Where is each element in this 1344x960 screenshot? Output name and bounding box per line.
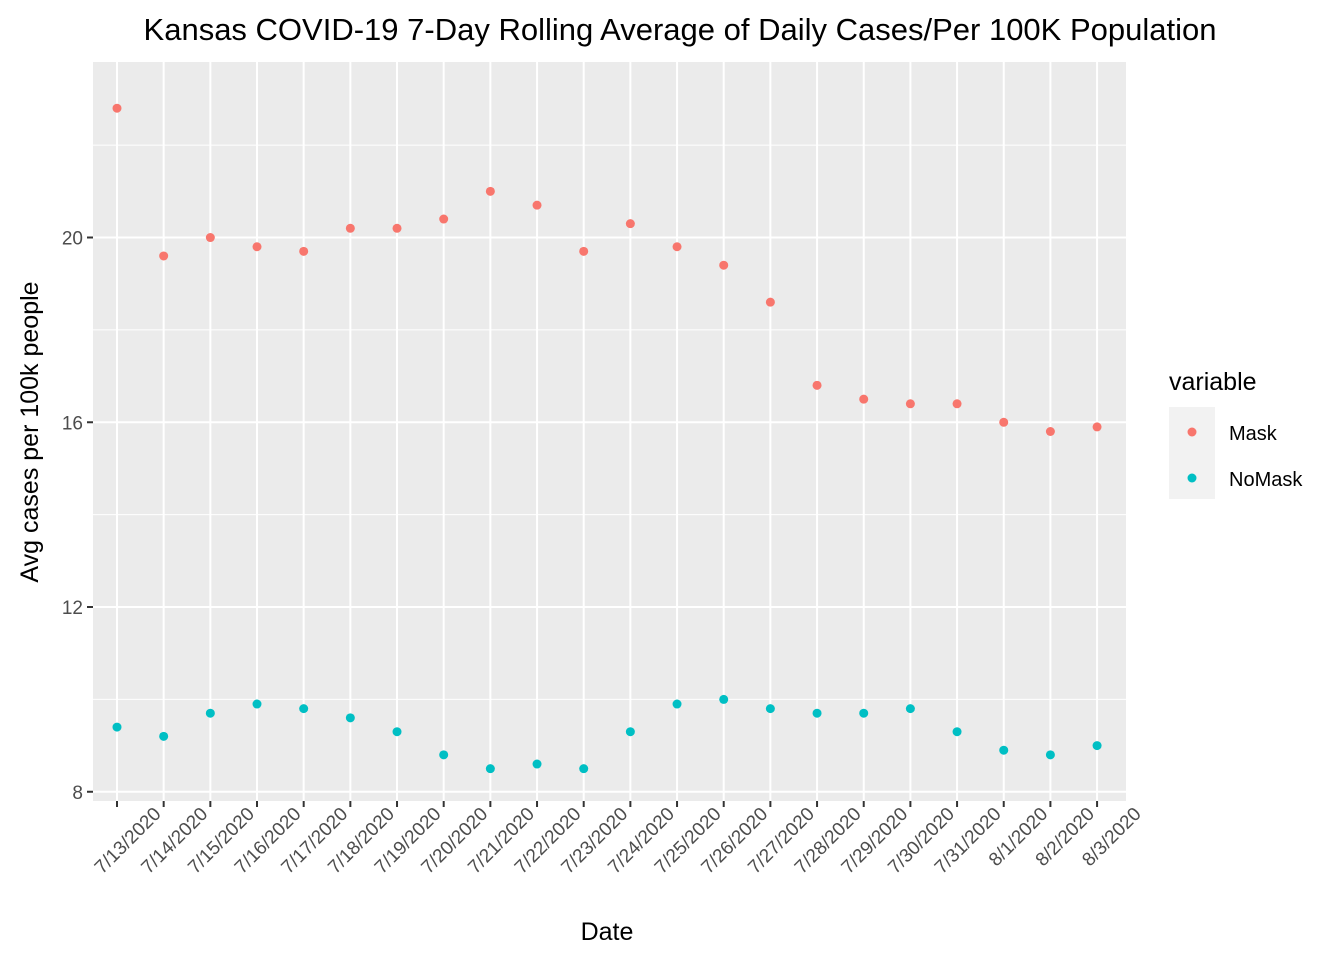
data-point-nomask bbox=[719, 694, 729, 704]
data-point-mask bbox=[579, 246, 589, 256]
legend-label-mask: Mask bbox=[1229, 423, 1278, 445]
data-point-nomask bbox=[999, 745, 1009, 755]
data-point-nomask bbox=[159, 731, 169, 741]
data-point-nomask bbox=[532, 759, 542, 769]
data-point-mask bbox=[252, 242, 262, 252]
x-axis: 7/13/20207/14/20207/15/20207/16/20207/17… bbox=[91, 801, 1146, 878]
x-axis-title: Date bbox=[581, 918, 634, 946]
minor-gridlines bbox=[93, 144, 1126, 700]
data-point-nomask bbox=[952, 727, 962, 737]
legend-key-background bbox=[1169, 407, 1215, 499]
plot-panel bbox=[93, 62, 1126, 801]
data-point-nomask bbox=[625, 727, 635, 737]
data-point-mask bbox=[112, 103, 122, 113]
major-gridlines bbox=[93, 62, 1126, 801]
data-point-mask bbox=[345, 223, 355, 233]
data-point-mask bbox=[672, 242, 682, 252]
data-point-mask bbox=[532, 200, 542, 210]
data-point-nomask bbox=[299, 704, 309, 714]
data-point-nomask bbox=[112, 722, 122, 732]
legend-title: variable bbox=[1169, 368, 1257, 396]
data-point-mask bbox=[952, 399, 962, 409]
data-point-nomask bbox=[252, 699, 262, 709]
data-point-nomask bbox=[812, 708, 822, 718]
data-point-mask bbox=[999, 417, 1009, 427]
data-point-nomask bbox=[905, 704, 915, 714]
data-point-mask bbox=[439, 214, 449, 224]
y-tick-label: 8 bbox=[72, 783, 83, 804]
data-point-nomask bbox=[1045, 750, 1055, 760]
chart-title: Kansas COVID-19 7-Day Rolling Average of… bbox=[144, 12, 1217, 47]
data-point-mask bbox=[159, 251, 169, 261]
legend-label-nomask: NoMask bbox=[1229, 469, 1303, 491]
data-points bbox=[112, 103, 1102, 774]
y-tick-label: 16 bbox=[62, 413, 83, 434]
data-point-mask bbox=[1045, 427, 1055, 436]
data-point-nomask bbox=[345, 713, 355, 723]
y-axis-title: Avg cases per 100k people bbox=[16, 281, 44, 582]
data-point-nomask bbox=[765, 704, 775, 714]
data-point-mask bbox=[765, 297, 775, 307]
data-point-mask bbox=[905, 399, 915, 409]
legend-key-mask bbox=[1187, 427, 1197, 437]
data-point-mask bbox=[859, 394, 869, 404]
data-point-mask bbox=[719, 260, 729, 270]
data-point-mask bbox=[299, 246, 309, 256]
data-point-nomask bbox=[579, 764, 589, 774]
data-point-mask bbox=[392, 223, 402, 233]
data-point-mask bbox=[205, 233, 215, 243]
data-point-nomask bbox=[392, 727, 402, 737]
legend: variable Mask NoMask bbox=[1169, 368, 1303, 499]
data-point-mask bbox=[625, 219, 635, 229]
legend-key-nomask bbox=[1187, 473, 1197, 483]
data-point-nomask bbox=[205, 708, 215, 718]
data-point-nomask bbox=[485, 764, 495, 774]
data-point-mask bbox=[485, 186, 495, 196]
y-tick-label: 12 bbox=[62, 598, 83, 619]
data-point-nomask bbox=[672, 699, 682, 709]
y-axis: 8 12 16 20 bbox=[62, 229, 93, 804]
y-tick-label: 20 bbox=[62, 229, 83, 250]
data-point-nomask bbox=[439, 750, 449, 760]
data-point-nomask bbox=[1092, 741, 1102, 751]
data-point-nomask bbox=[859, 708, 869, 718]
data-point-mask bbox=[812, 380, 822, 390]
data-point-mask bbox=[1092, 422, 1102, 432]
